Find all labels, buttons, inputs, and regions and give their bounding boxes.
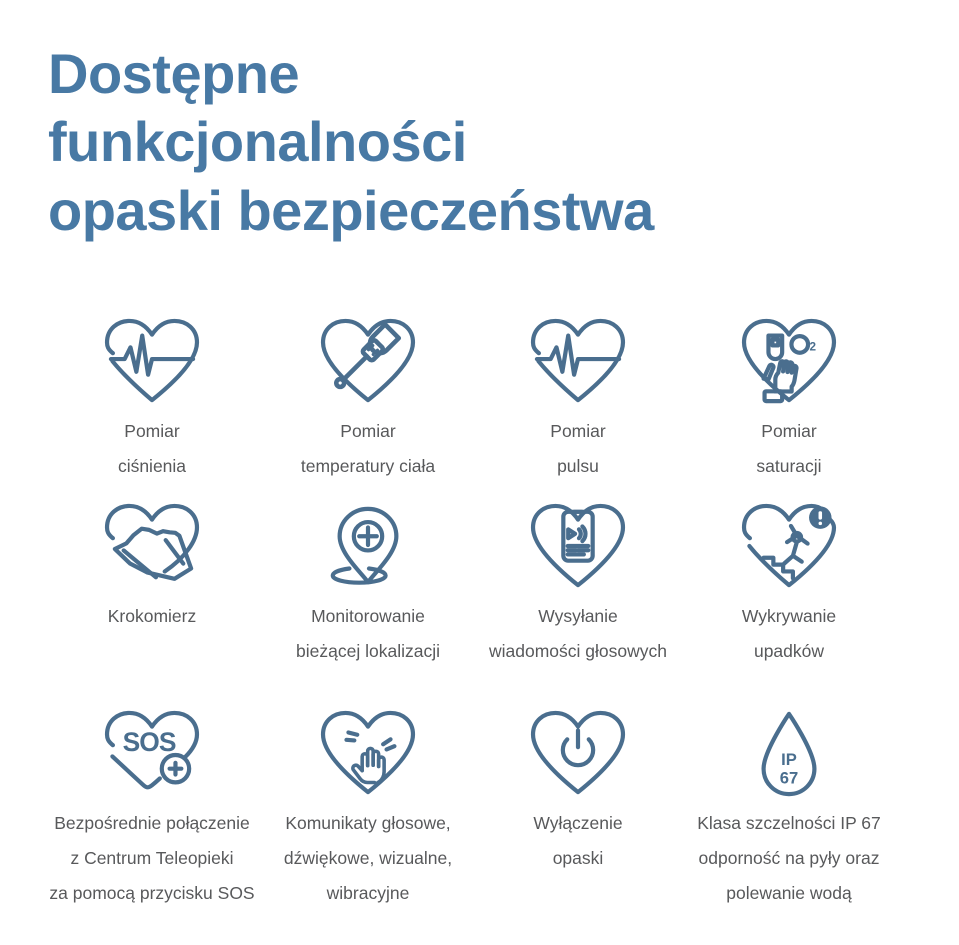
svg-text:IP: IP [781, 750, 797, 769]
svg-text:67: 67 [780, 768, 798, 787]
svg-text:SOS: SOS [123, 727, 176, 757]
svg-text:2: 2 [810, 340, 817, 353]
